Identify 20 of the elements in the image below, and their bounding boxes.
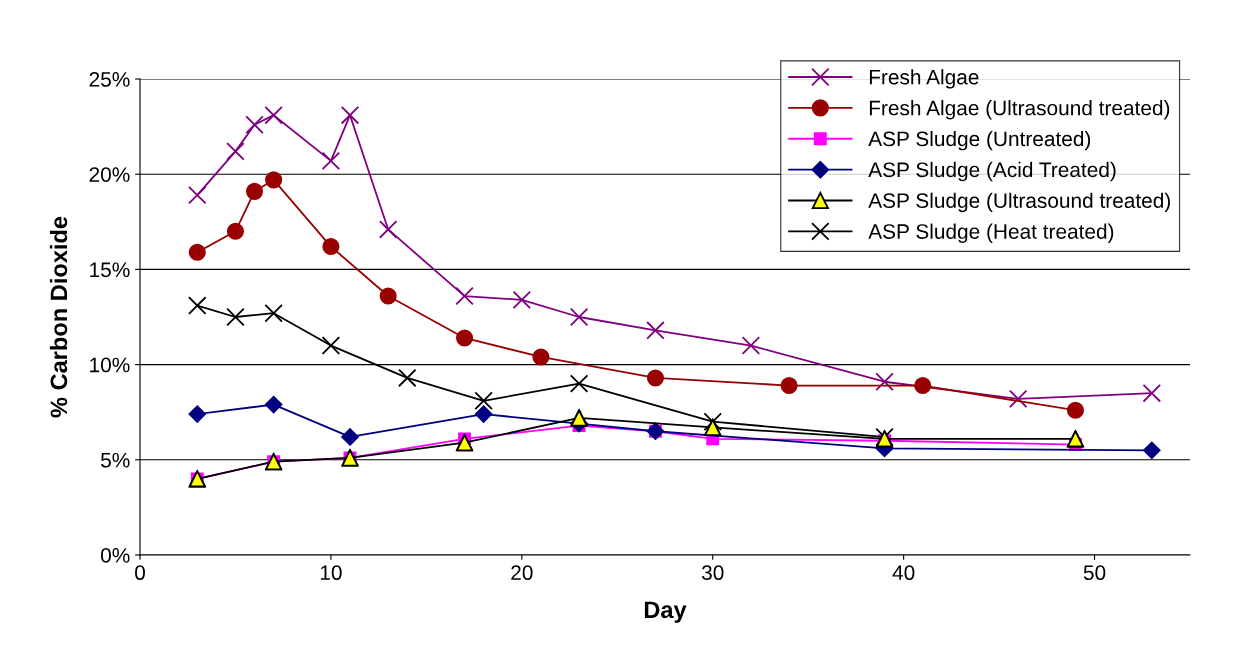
x-axis-title: Day [644,601,687,623]
y-axis-title: % Carbon Dioxide [49,216,68,418]
legend-label: ASP Sludge (Ultrasound treated) [868,192,1170,213]
legend-label: ASP Sludge (Heat treated) [868,223,1114,244]
y-tick-label: 20% [89,167,130,182]
x-tick-label: 20 [511,565,533,581]
x-tick-label: 10 [320,565,342,581]
y-tick-label: 0% [100,548,130,563]
x-tick-label: 30 [701,565,724,581]
legend-label: ASP Sludge (Untreated) [868,130,1091,151]
legend-label: ASP Sludge (Acid Treated) [868,161,1116,182]
y-tick-label: 25% [89,72,130,87]
x-tick-label: 50 [1083,565,1106,581]
x-tick-label: 40 [892,565,915,581]
y-tick-label: 5% [101,452,130,468]
legend-label: Fresh Algae [869,69,979,89]
legend-label: Fresh Algae (Ultrasound treated) [869,100,1170,120]
y-tick-label: 15% [90,262,130,278]
x-tick-label: 0 [135,565,145,581]
y-tick-label: 10% [90,357,130,373]
